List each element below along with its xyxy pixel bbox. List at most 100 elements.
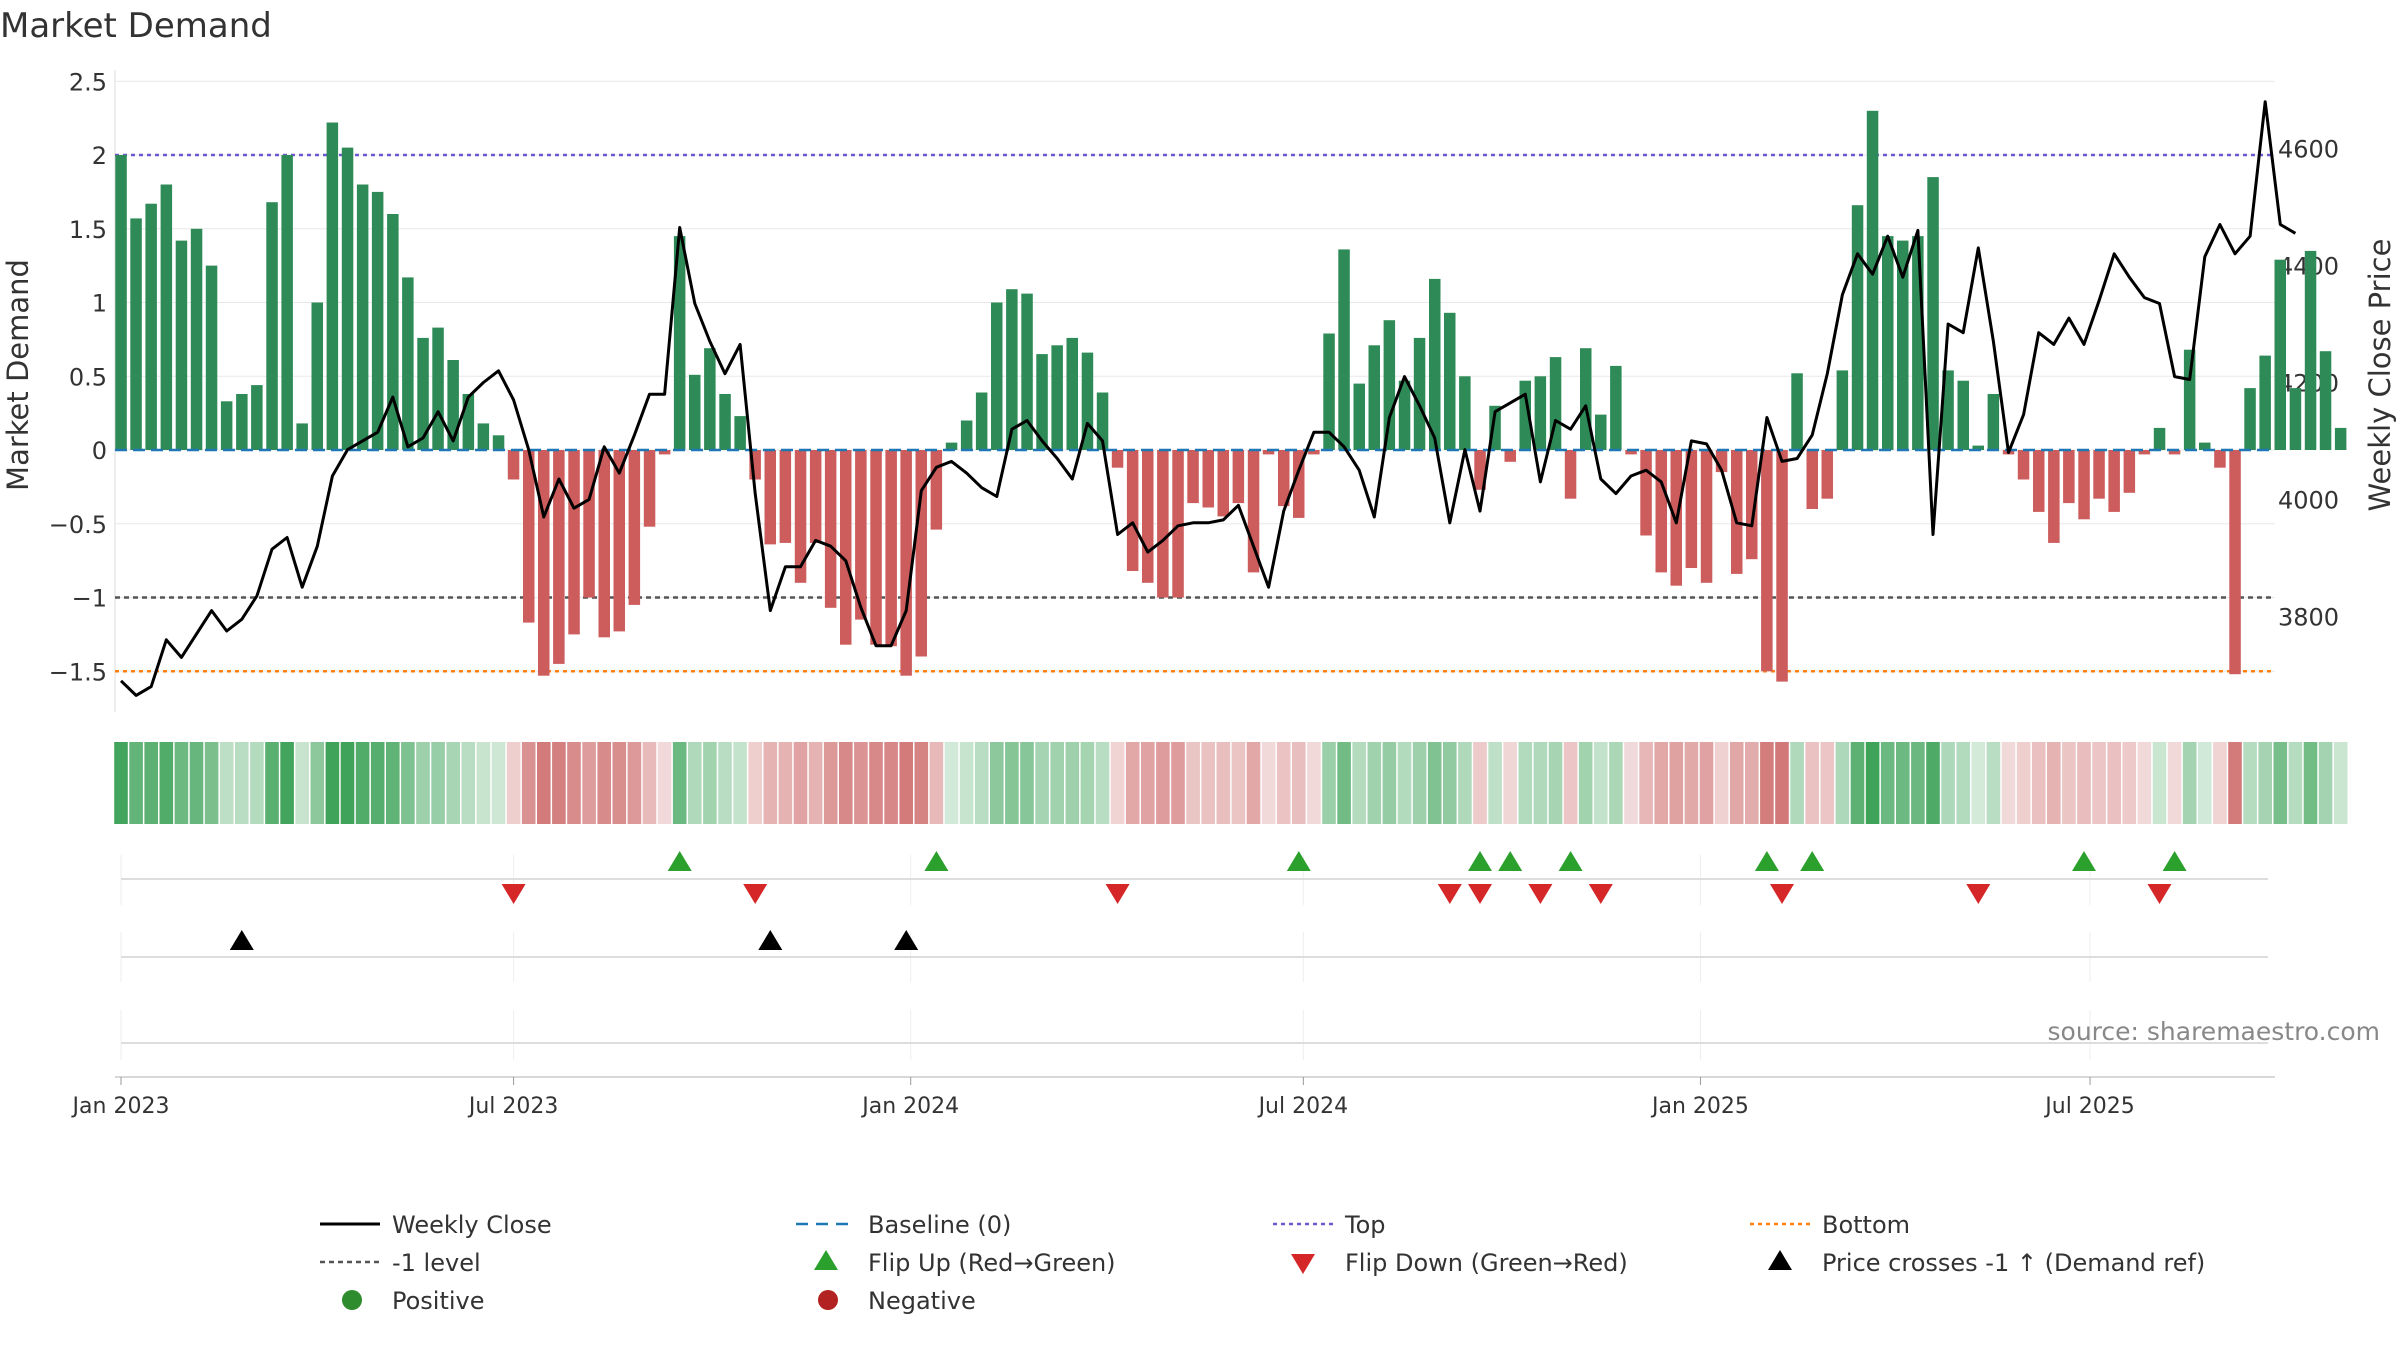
legend-label: Positive (392, 1287, 485, 1315)
flip-markers-panel (120, 851, 2268, 905)
heat-cell (688, 742, 702, 824)
weekly-close-line (119, 100, 2297, 697)
demand-bar (658, 450, 671, 455)
demand-bar (2168, 450, 2181, 455)
heat-cell (1729, 742, 1744, 824)
demand-bar (1036, 354, 1048, 450)
heat-cell (1382, 742, 1397, 824)
demand-bar (477, 423, 490, 450)
demand-bar (1866, 110, 1879, 451)
demand-bar (2244, 388, 2256, 450)
flip-up-marker (2072, 851, 2096, 871)
demand-bar (1761, 450, 1773, 672)
heat-cell (1624, 742, 1638, 824)
legend-item-minus1: -1 level (320, 1249, 481, 1277)
demand-bar (960, 420, 973, 450)
legend-item-close: Weekly Close (320, 1211, 552, 1239)
demand-bar (2319, 351, 2332, 450)
demand-bar (1806, 450, 1818, 509)
demand-bar (628, 450, 641, 605)
heat-cell (1397, 742, 1412, 824)
heat-cell (1292, 742, 1306, 824)
heat-cell (1820, 742, 1835, 824)
heat-cell (159, 742, 174, 824)
heat-cell (2243, 742, 2257, 824)
demand-bar (1610, 365, 1622, 450)
demand-bar (2063, 450, 2075, 504)
demand-panel: 2.521.510.50−0.5−1−1.5460044004200400038… (49, 68, 2347, 712)
heat-cell (672, 742, 687, 824)
demand-bar (764, 450, 776, 545)
legend-item-top: Top (1273, 1211, 1386, 1239)
heat-cell (1518, 742, 1533, 824)
legend-item-flipup: Flip Up (Red→Green) (814, 1249, 1116, 1277)
flip-down-marker (743, 884, 768, 904)
demand-bar (251, 385, 263, 450)
heat-cell (1458, 742, 1472, 824)
demand-bar (1625, 450, 1637, 455)
heat-cell (959, 742, 974, 824)
heat-cell (2182, 742, 2197, 824)
demand-bar (885, 450, 897, 647)
heat-cell (491, 742, 506, 824)
heat-cell (219, 742, 234, 824)
legend-flip-down-icon (1291, 1254, 1315, 1274)
heat-cell (1669, 742, 1684, 824)
heat-cell (2062, 742, 2076, 824)
demand-bar (2153, 427, 2166, 450)
demand-bar (1368, 345, 1380, 450)
flip-up-marker (1286, 851, 1311, 871)
legend-label: Top (1344, 1211, 1386, 1239)
demand-bar (900, 450, 912, 676)
demand-bar (991, 302, 1003, 450)
flip-up-marker (667, 851, 692, 871)
heat-cell (793, 742, 808, 824)
heat-cell (174, 742, 189, 824)
demand-bar (371, 191, 384, 450)
heat-cell (446, 742, 460, 824)
chart-title: Market Demand (0, 6, 272, 46)
heat-cell (325, 742, 340, 824)
demand-bar (1564, 450, 1577, 499)
demand-bar (1126, 450, 1139, 571)
demand-bar (1655, 450, 1667, 573)
x-tick-label: Jan 2024 (860, 1094, 959, 1119)
heat-cell (1276, 742, 1291, 824)
flip-up-marker (924, 851, 949, 871)
legend-item-positive: Positive (342, 1287, 485, 1315)
demand-bar (1142, 450, 1154, 583)
heat-cell (748, 742, 762, 824)
demand-bar (1715, 450, 1728, 473)
demand-bar (930, 450, 943, 530)
demand-bar (1081, 352, 1094, 450)
demand-bar (945, 442, 958, 450)
demand-bar (1187, 450, 1199, 504)
demand-bar (2199, 442, 2211, 450)
demand-heat-strip (114, 742, 2348, 824)
y2-tick-label: 4000 (2278, 486, 2339, 514)
heat-cell (627, 742, 642, 824)
heat-cell (1352, 742, 1366, 824)
heat-cell (1020, 742, 1034, 824)
heat-cell (1896, 742, 1910, 824)
heat-cell (2258, 742, 2272, 824)
legend-label: -1 level (392, 1249, 481, 1277)
demand-bar (643, 450, 656, 527)
heat-cell (114, 742, 128, 824)
y-tick-label: 1.5 (69, 216, 107, 244)
y-tick-label: 2 (92, 142, 107, 170)
heat-cell (310, 742, 325, 824)
demand-bar (915, 450, 927, 657)
heat-cell (2092, 742, 2106, 824)
y2-axis-label: Weekly Close Price (2363, 239, 2397, 512)
x-tick-label: Jul 2024 (1257, 1094, 1349, 1119)
flip-down-marker (1770, 884, 1794, 904)
heat-cell (2288, 742, 2303, 824)
demand-bar (1429, 278, 1441, 450)
heat-cell (763, 742, 778, 824)
heat-cell (2303, 742, 2318, 824)
demand-bar (1278, 450, 1290, 507)
demand-bar (432, 327, 444, 450)
heat-cell (235, 742, 249, 824)
heat-cell (2107, 742, 2121, 824)
